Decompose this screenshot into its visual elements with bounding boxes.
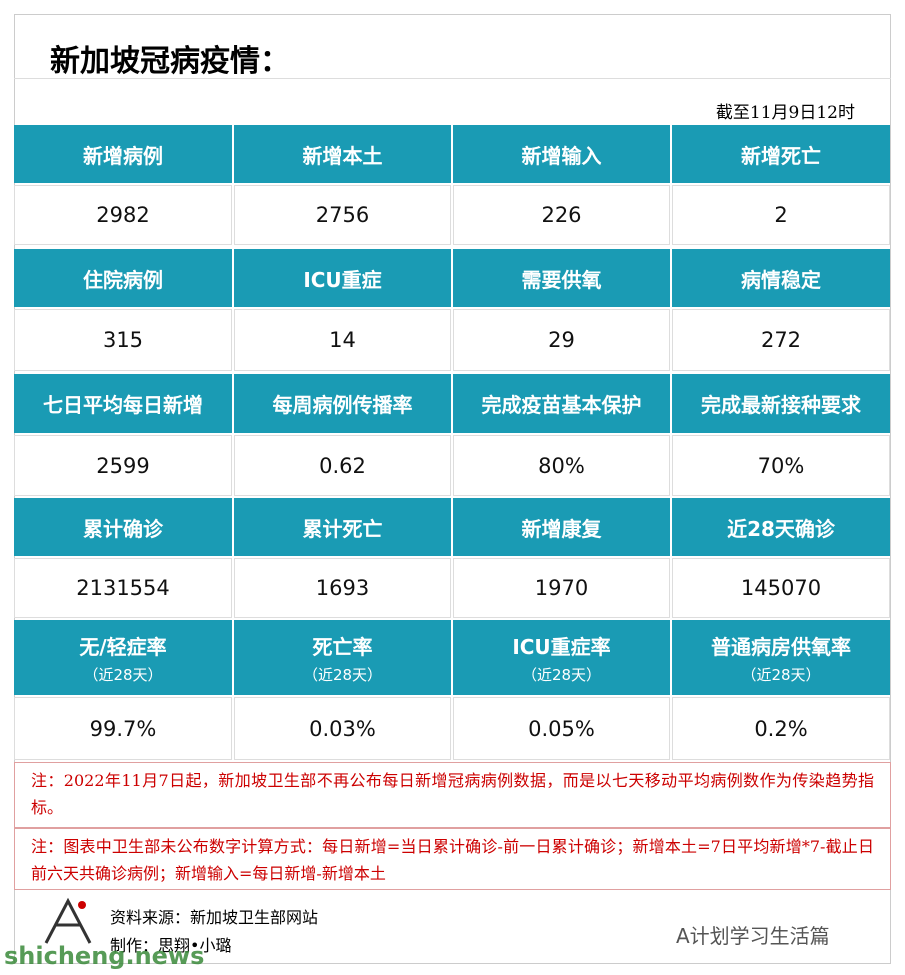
value-cell: 1693: [234, 558, 451, 618]
header-cell: 完成疫苗基本保护: [453, 374, 670, 433]
header-text: ICU重症率: [512, 634, 611, 659]
header-cell: 新增病例: [14, 125, 232, 183]
value-cell: 70%: [672, 435, 890, 496]
header-text: 需要供氧: [521, 267, 602, 292]
header-text: 普通病房供氧率: [711, 634, 851, 659]
value-cell: 0.05%: [453, 697, 670, 760]
value-cell: 226: [453, 185, 670, 245]
watermark: shicheng.news: [4, 942, 205, 970]
header-text: 完成疫苗基本保护: [481, 393, 642, 417]
header-text: 无/轻症率: [79, 634, 167, 659]
value-cell: 315: [14, 309, 232, 371]
value-cell: 2: [672, 185, 890, 245]
note: 注：2022年11月7日起，新加坡卫生部不再公布每日新增冠病病例数据，而是以七天…: [14, 762, 891, 828]
subheader: （近28天）: [302, 665, 383, 684]
header-cell: 无/轻症率 （近28天）: [14, 620, 232, 695]
value-cell: 2599: [14, 435, 232, 496]
value-cell: 0.03%: [234, 697, 451, 760]
header-text: 新增输入: [521, 143, 602, 168]
value-cell: 0.2%: [672, 697, 890, 760]
header-cell: 累计确诊: [14, 498, 232, 556]
value-cell: 14: [234, 309, 451, 371]
header-text: 新增康复: [521, 516, 602, 541]
header-text: 新增死亡: [741, 143, 821, 168]
header-cell: 每周病例传播率: [234, 374, 451, 433]
header-cell: 需要供氧: [453, 249, 670, 307]
subheader: （近28天）: [83, 665, 163, 684]
subheader: （近28天）: [521, 665, 602, 684]
header-cell: 普通病房供氧率 （近28天）: [672, 620, 890, 695]
header-cell: ICU重症率 （近28天）: [453, 620, 670, 695]
value-cell: 2756: [234, 185, 451, 245]
header-text: 新增本土: [302, 143, 383, 168]
subheader: （近28天）: [741, 665, 821, 684]
value-cell: 272: [672, 309, 890, 371]
header-text: ICU重症: [303, 267, 382, 292]
header-cell: 累计死亡: [234, 498, 451, 556]
header-text: 每周病例传播率: [272, 393, 413, 417]
header-text: 近28天确诊: [727, 516, 835, 541]
header-cell: 死亡率 （近28天）: [234, 620, 451, 695]
header-text: 完成最新接种要求: [701, 393, 861, 417]
header-text: 新增病例: [83, 143, 163, 168]
date: 截至11月9日12时: [715, 103, 855, 123]
header-text: 死亡率: [312, 634, 373, 659]
header-text: 累计死亡: [302, 516, 383, 541]
header-cell: 近28天确诊: [672, 498, 890, 556]
value-cell: 0.62: [234, 435, 451, 496]
value-cell: 29: [453, 309, 670, 371]
header-cell: 新增本土: [234, 125, 451, 183]
header-cell: 新增输入: [453, 125, 670, 183]
title: 新加坡冠病疫情：: [50, 44, 290, 79]
value-cell: 2982: [14, 185, 232, 245]
header-cell: 病情稳定: [672, 249, 890, 307]
header-cell: 七日平均每日新增: [14, 374, 232, 433]
value-cell: 1970: [453, 558, 670, 618]
header-cell: 新增康复: [453, 498, 670, 556]
value-cell: 99.7%: [14, 697, 232, 760]
logo: [44, 897, 92, 944]
author: 制作：思翔•小璐: [110, 936, 232, 955]
note: 注：图表中卫生部未公布数字计算方式：每日新增=当日累计确诊-前一日累计确诊；新增…: [14, 828, 891, 890]
divider: [14, 78, 891, 79]
value-cell: 145070: [672, 558, 890, 618]
header-cell: 完成最新接种要求: [672, 374, 890, 433]
header-cell: 新增死亡: [672, 125, 890, 183]
header-cell: ICU重症: [234, 249, 451, 307]
header-text: 住院病例: [83, 267, 163, 292]
header-text: 七日平均每日新增: [43, 393, 203, 417]
header-text: 病情稳定: [741, 267, 821, 292]
header-cell: 住院病例: [14, 249, 232, 307]
header-text: 累计确诊: [83, 516, 163, 541]
account: A计划学习生活篇: [676, 924, 830, 948]
value-cell: 2131554: [14, 558, 232, 618]
source: 资料来源：新加坡卫生部网站: [110, 908, 319, 927]
value-cell: 80%: [453, 435, 670, 496]
